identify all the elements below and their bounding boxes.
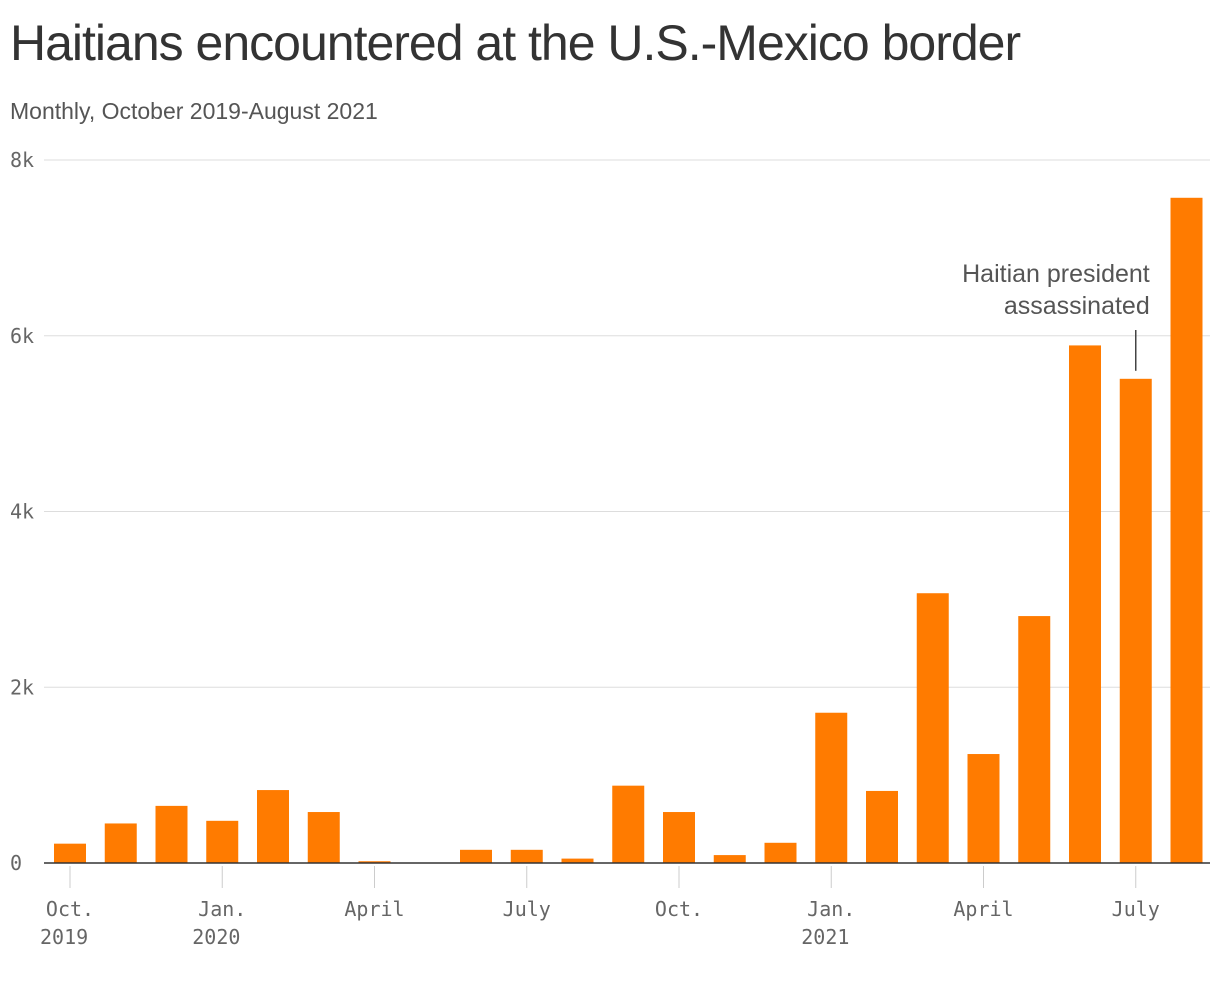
y-tick-label: 8k — [10, 148, 34, 172]
chart-title: Haitians encountered at the U.S.-Mexico … — [10, 15, 1021, 71]
x-tick-label: Jan. — [807, 897, 855, 921]
bar-2021-01 — [815, 712, 848, 863]
bar-2020-08 — [561, 858, 594, 863]
x-axis: Oct. 2019 Jan. 2020 April July Oct. Jan. 2021 Apr… — [40, 862, 1210, 949]
bar-2021-03 — [916, 593, 949, 863]
bar-2020-09 — [612, 785, 645, 863]
bar-2021-08 — [1170, 197, 1203, 863]
y-tick-label: 6k — [10, 324, 34, 348]
bar-2020-01 — [206, 820, 239, 863]
y-tick-label: 0 — [10, 851, 22, 875]
bar-2021-05 — [1018, 616, 1051, 863]
x-tick-label: April — [953, 897, 1013, 921]
x-tick-label: July — [503, 897, 551, 921]
bar-2021-06 — [1069, 345, 1101, 863]
x-tick-label: 2021 — [801, 925, 849, 949]
chart-subtitle: Monthly, October 2019-August 2021 — [10, 98, 378, 124]
bars — [54, 197, 1203, 863]
y-axis-labels: 0 2k 4k 6k 8k — [10, 148, 34, 875]
annotation-text: assassinated — [1004, 292, 1150, 320]
x-tick-label: April — [344, 897, 404, 921]
bar-2020-03 — [307, 812, 340, 863]
bar-2020-02 — [257, 790, 289, 863]
annotations: Haitian president assassinated — [962, 260, 1150, 371]
bar-2020-11 — [713, 855, 746, 863]
bar-2019-11 — [104, 823, 137, 863]
bar-2020-10 — [663, 812, 695, 863]
bar-2019-12 — [155, 805, 188, 863]
x-tick-label: 2020 — [192, 925, 240, 949]
bar-2021-07 — [1119, 378, 1152, 863]
bar-2020-04 — [358, 861, 391, 863]
annotation-text: Haitian president — [962, 260, 1150, 288]
bar-2020-07 — [510, 849, 543, 863]
bar-2020-06 — [460, 849, 492, 863]
bar-2020-12 — [764, 842, 797, 863]
bar-2021-02 — [866, 790, 898, 863]
x-tick-label: Oct. — [655, 897, 703, 921]
x-tick-label: Oct. — [46, 897, 94, 921]
bar-2021-04 — [967, 754, 1000, 863]
x-tick-label: Jan. — [198, 897, 246, 921]
y-tick-label: 2k — [10, 675, 34, 699]
x-tick-label: July — [1112, 897, 1160, 921]
y-tick-label: 4k — [10, 500, 34, 524]
bar-2019-10 — [54, 843, 86, 863]
gridlines — [44, 159, 1210, 688]
x-tick-label: 2019 — [40, 925, 88, 949]
